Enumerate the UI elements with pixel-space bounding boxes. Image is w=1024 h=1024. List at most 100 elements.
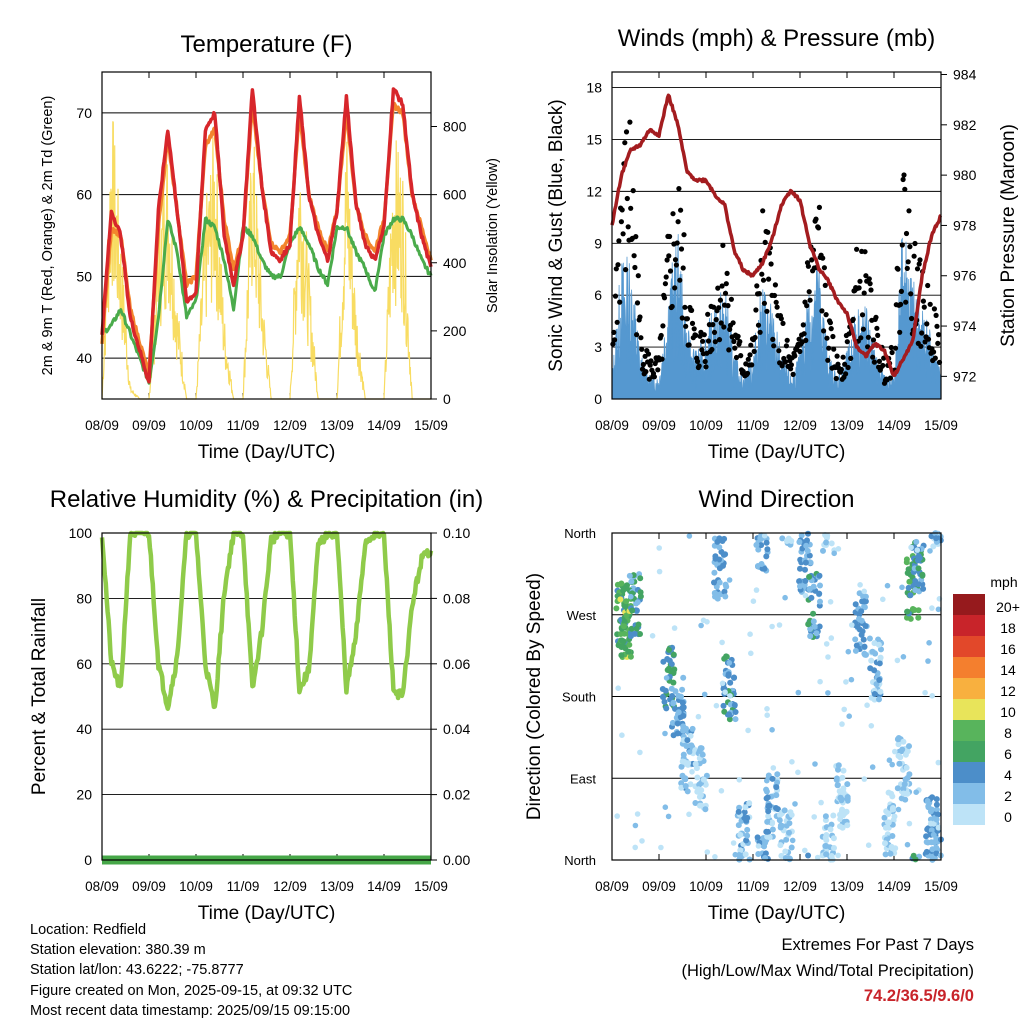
gust-point bbox=[771, 292, 778, 299]
gust-point bbox=[613, 266, 619, 272]
y-tick-label: 12 bbox=[586, 183, 602, 199]
direction-point bbox=[779, 535, 786, 542]
gust-point bbox=[788, 366, 794, 372]
direction-point bbox=[828, 540, 835, 547]
direction-point bbox=[823, 534, 830, 541]
gust-point bbox=[782, 359, 789, 365]
gust-point bbox=[755, 322, 762, 328]
direction-point bbox=[632, 822, 639, 829]
direction-point bbox=[777, 842, 784, 849]
direction-point bbox=[828, 821, 835, 828]
extremes-subtitle: (High/Low/Max Wind/Total Precipitation) bbox=[681, 961, 974, 980]
gust-point bbox=[612, 337, 618, 343]
direction-point bbox=[828, 635, 835, 641]
y-tick-label: 60 bbox=[76, 187, 92, 203]
gust-point bbox=[898, 288, 905, 294]
gust-point bbox=[830, 333, 836, 340]
direction-point bbox=[827, 599, 834, 605]
direction-point bbox=[861, 588, 867, 595]
gust-point bbox=[918, 343, 924, 349]
direction-point bbox=[781, 807, 788, 814]
gust-point bbox=[720, 242, 726, 248]
y-tick-label: 50 bbox=[76, 268, 92, 284]
gust-point bbox=[715, 285, 721, 291]
gust-point bbox=[813, 216, 819, 222]
direction-point bbox=[621, 618, 628, 625]
direction-point bbox=[782, 594, 788, 601]
gust-point bbox=[667, 233, 673, 240]
gust-point bbox=[726, 347, 732, 353]
direction-point bbox=[896, 760, 903, 767]
direction-point bbox=[754, 834, 761, 841]
gust-point bbox=[660, 323, 666, 329]
gust-point bbox=[804, 303, 810, 309]
gust-point bbox=[623, 267, 629, 273]
direction-point bbox=[763, 828, 770, 835]
gust-point bbox=[801, 331, 807, 337]
direction-point bbox=[747, 631, 753, 637]
direction-point bbox=[770, 765, 777, 771]
direction-point bbox=[727, 679, 734, 686]
direction-point bbox=[861, 598, 868, 605]
direction-point bbox=[881, 814, 888, 821]
direction-point bbox=[806, 573, 813, 580]
direction-point bbox=[924, 798, 931, 804]
direction-point bbox=[714, 592, 721, 598]
direction-point bbox=[727, 693, 733, 699]
direction-point bbox=[684, 788, 691, 795]
gust-point bbox=[683, 323, 689, 329]
direction-point bbox=[927, 820, 934, 827]
gust-point bbox=[732, 345, 738, 351]
y2-tick-label: 0.00 bbox=[443, 852, 470, 868]
direction-point bbox=[765, 803, 772, 809]
direction-point bbox=[687, 781, 694, 788]
direction-point bbox=[764, 777, 770, 784]
direction-point bbox=[721, 708, 728, 715]
direction-point bbox=[858, 608, 865, 615]
direction-point bbox=[662, 804, 669, 810]
gust-point bbox=[779, 363, 785, 369]
direction-point bbox=[803, 542, 810, 549]
gust-point bbox=[694, 358, 701, 364]
direction-point bbox=[848, 676, 855, 683]
direction-point bbox=[625, 648, 632, 655]
direction-point bbox=[806, 552, 813, 559]
direction-point bbox=[763, 539, 770, 546]
legend-swatch bbox=[953, 741, 985, 762]
direction-point bbox=[697, 802, 703, 809]
legend-swatch bbox=[953, 615, 985, 636]
direction-point bbox=[923, 833, 930, 840]
direction-point bbox=[722, 551, 729, 558]
gust-point bbox=[776, 348, 782, 354]
direction-point bbox=[722, 689, 728, 695]
direction-point bbox=[912, 587, 919, 594]
direction-point bbox=[731, 674, 737, 681]
y-tick-label: 80 bbox=[76, 590, 92, 606]
direction-point bbox=[619, 732, 625, 738]
x-tick-label: 13/09 bbox=[320, 879, 354, 894]
direction-point bbox=[679, 699, 686, 706]
direction-point bbox=[827, 826, 834, 833]
direction-point bbox=[637, 575, 644, 582]
y2-tick-label: 0.08 bbox=[443, 590, 470, 606]
gust-point bbox=[749, 362, 755, 368]
direction-point bbox=[732, 851, 739, 858]
direction-point bbox=[744, 826, 751, 833]
legend-label: 14 bbox=[1000, 662, 1016, 678]
legend-label: 12 bbox=[1000, 683, 1016, 699]
y-tick-label: 40 bbox=[76, 350, 92, 366]
panel-title: Temperature (F) bbox=[180, 31, 352, 58]
gust-point bbox=[632, 264, 638, 271]
gust-point bbox=[718, 320, 724, 326]
direction-point bbox=[720, 702, 727, 709]
x-axis-label: Time (Day/UTC) bbox=[198, 442, 336, 463]
direction-point bbox=[712, 555, 719, 562]
direction-point bbox=[753, 587, 760, 593]
direction-point bbox=[777, 812, 783, 819]
legend-swatch bbox=[953, 720, 985, 741]
direction-point bbox=[683, 760, 690, 766]
gust-point bbox=[888, 344, 894, 351]
direction-point bbox=[789, 837, 796, 844]
direction-point bbox=[828, 853, 835, 859]
direction-point bbox=[806, 586, 812, 593]
